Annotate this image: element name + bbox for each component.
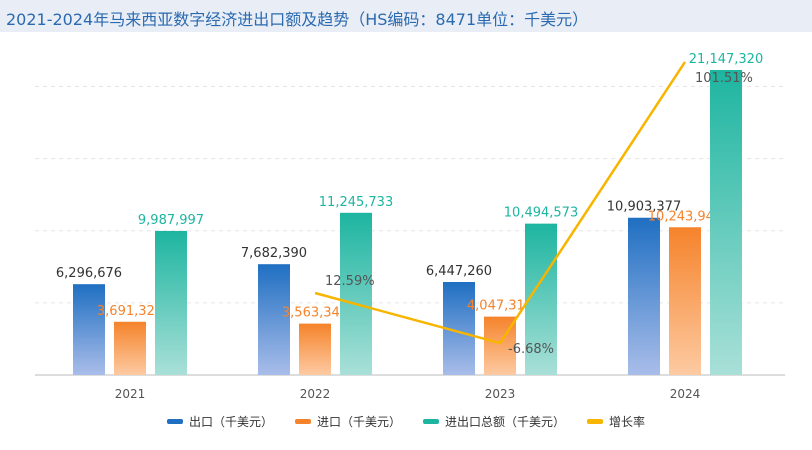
legend-item[interactable]: 出口（千美元） xyxy=(166,413,273,430)
x-tick-label: 2022 xyxy=(300,387,331,401)
bar-export xyxy=(258,264,290,375)
bar-total xyxy=(710,70,742,375)
legend-swatch xyxy=(294,419,311,424)
data-label: 9,987,997 xyxy=(138,213,204,228)
legend-swatch xyxy=(423,419,439,424)
x-tick-label: 2021 xyxy=(115,387,146,401)
legend-item[interactable]: 进口（千美元） xyxy=(294,413,401,430)
growth-rate-label: 101.51% xyxy=(695,71,753,86)
legend-swatch xyxy=(587,419,604,424)
data-label: 11,245,733 xyxy=(319,195,393,210)
title-bar: 2021-2024年马来西亚数字经济进出口额及趋势（HS编码：8471单位：千美… xyxy=(0,0,812,32)
bar-export xyxy=(73,284,105,375)
bar-import xyxy=(669,227,701,375)
chart-plot: 2021 6,296,676 3,691,321 9,987,997 2022 7,682… xyxy=(35,52,785,401)
legend: 出口（千美元） 进口（千美元） 进出口总额（千美元） 增长率 xyxy=(0,413,812,430)
growth-rate-line xyxy=(314,61,687,345)
data-label: 3,563,343 xyxy=(282,306,348,321)
data-label: 3,691,321 xyxy=(97,304,163,319)
legend-label: 进出口总额（千美元） xyxy=(445,415,566,429)
bar-total xyxy=(340,212,372,375)
bar-export xyxy=(628,217,660,375)
bar-import xyxy=(114,321,146,375)
growth-rate-label: -6.68% xyxy=(508,342,554,357)
bar-total xyxy=(525,223,557,375)
legend-label: 进口（千美元） xyxy=(316,415,401,429)
x-tick-label: 2023 xyxy=(485,387,516,401)
chart-title: 2021-2024年马来西亚数字经济进出口额及趋势（HS编码：8471单位：千美… xyxy=(6,10,589,29)
legend-label: 增长率 xyxy=(609,415,646,429)
data-label: 10,243,943 xyxy=(648,209,722,224)
legend-item[interactable]: 增长率 xyxy=(587,413,645,430)
x-tick-label: 2024 xyxy=(670,387,701,401)
data-label: 10,903,377 xyxy=(607,200,681,215)
data-label: 10,494,573 xyxy=(504,206,578,221)
data-label: 21,147,320 xyxy=(689,52,763,67)
legend-label: 出口（千美元） xyxy=(188,415,273,429)
data-label: 4,047,313 xyxy=(467,299,533,314)
data-label: 6,296,676 xyxy=(56,266,122,281)
legend-swatch xyxy=(166,419,183,424)
data-label: 7,682,390 xyxy=(241,246,307,261)
legend-item[interactable]: 进出口总额（千美元） xyxy=(423,413,565,430)
bar-total xyxy=(155,230,187,375)
data-label: 6,447,260 xyxy=(426,264,492,279)
bar-import xyxy=(299,323,331,375)
growth-rate-label: 12.59% xyxy=(325,274,375,289)
